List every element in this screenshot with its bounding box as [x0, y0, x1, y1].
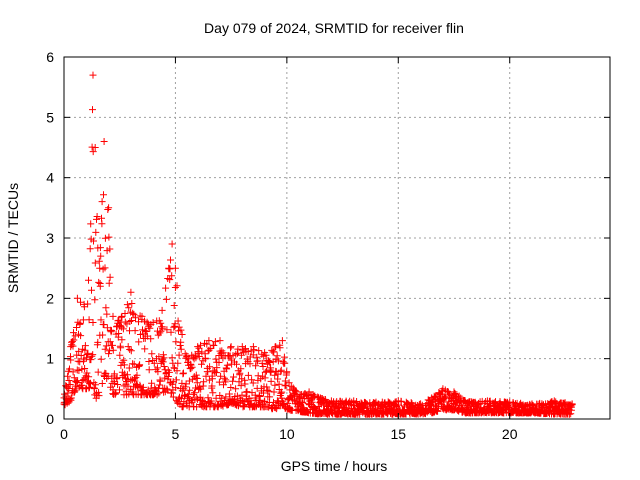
y-axis-label: SRMTID / TECUs: [5, 183, 21, 293]
y-tick-label: 1: [46, 351, 54, 367]
points-layer: [60, 71, 576, 418]
ticks-layer: 0 5 10 15 20 0 1 2 3 4 5 6: [46, 49, 610, 442]
y-tick-label: 3: [46, 230, 54, 246]
y-tick-label: 2: [46, 290, 54, 306]
y-tick-label: 0: [46, 411, 54, 427]
chart-title: Day 079 of 2024, SRMTID for receiver fli…: [204, 20, 464, 36]
x-axis-label: GPS time / hours: [281, 458, 388, 474]
x-tick-label: 20: [502, 426, 518, 442]
srmtid-scatter-points: [60, 71, 576, 418]
x-tick-label: 5: [172, 426, 180, 442]
y-tick-label: 6: [46, 49, 54, 65]
x-tick-label: 10: [279, 426, 295, 442]
x-tick-label: 0: [60, 426, 68, 442]
y-tick-label: 5: [46, 109, 54, 125]
y-tick-label: 4: [46, 170, 54, 186]
grid-layer: [64, 57, 610, 419]
x-tick-label: 15: [390, 426, 406, 442]
